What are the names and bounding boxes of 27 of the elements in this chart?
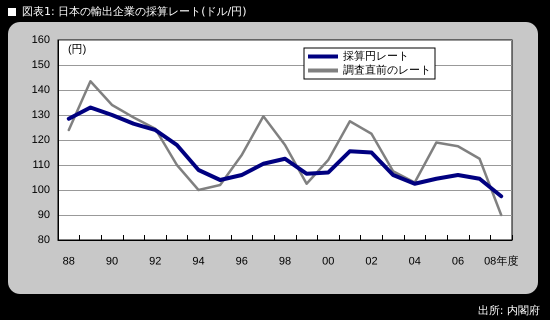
- y-tick-label: 140: [32, 84, 50, 96]
- y-tick-label: 110: [32, 159, 50, 171]
- x-tick-label: 02: [365, 256, 378, 268]
- y-tick-label: 130: [32, 109, 50, 121]
- x-tick-label: 00: [322, 256, 334, 268]
- x-tick-label: 90: [106, 256, 118, 268]
- legend-label: 調査直前のレート: [343, 64, 431, 76]
- x-tick-label: 04: [408, 256, 421, 268]
- x-tick-label: 06: [452, 256, 464, 268]
- x-tick-label: 08年度: [484, 254, 518, 268]
- line-series: [66, 106, 504, 198]
- chart-title: 図表1: 日本の輸出企業の採算レート(ドル/円): [22, 4, 246, 19]
- y-tick-label: 120: [32, 134, 50, 146]
- x-tick-label: 94: [192, 256, 205, 268]
- y-tick-label: 160: [32, 34, 50, 46]
- y-tick-label: 90: [38, 209, 50, 221]
- y-axis-title: (円): [68, 44, 86, 56]
- x-tick-label: 92: [149, 256, 162, 268]
- y-tick-label: 150: [32, 59, 50, 71]
- x-tick-label: 96: [236, 256, 248, 268]
- y-tick-label: 100: [32, 184, 50, 196]
- legend-label: 採算円レート: [343, 50, 409, 62]
- x-tick-label: 98: [278, 256, 292, 268]
- y-tick-label: 80: [38, 234, 50, 246]
- text: 出所: 内閣府: [478, 303, 540, 318]
- line-series: [68, 80, 502, 216]
- x-tick-label: 88: [62, 256, 75, 268]
